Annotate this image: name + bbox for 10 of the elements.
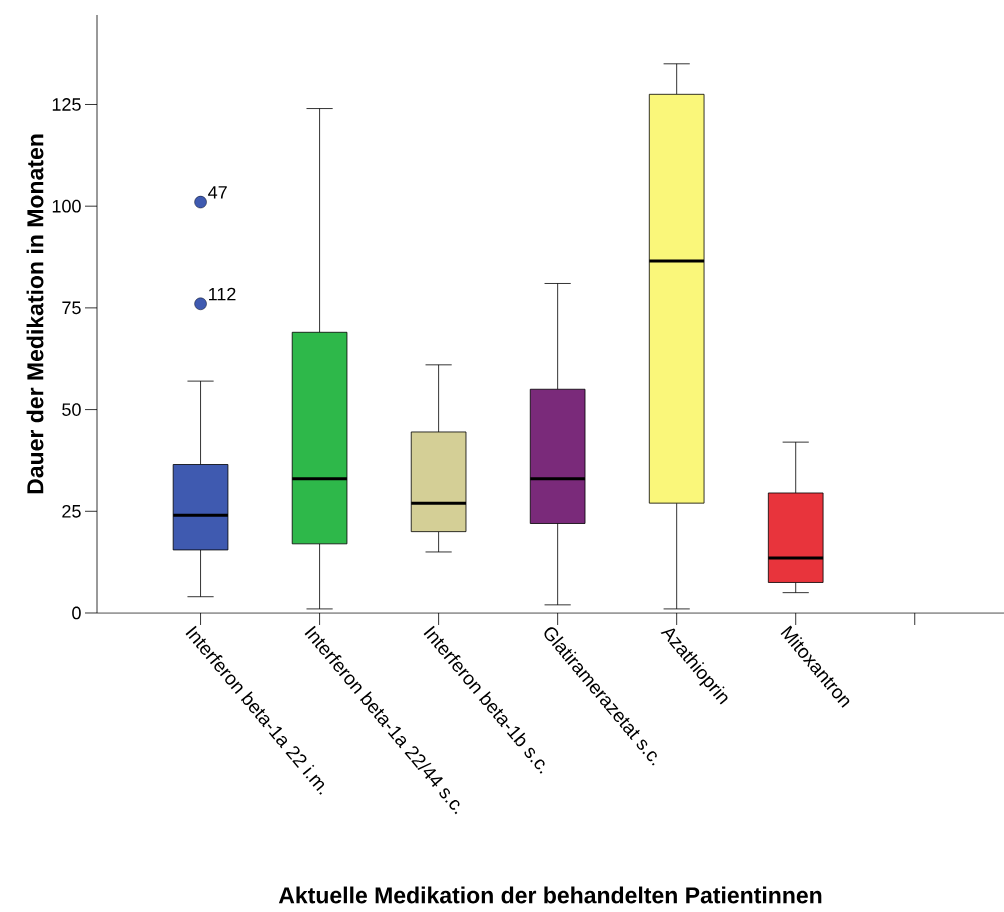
x-axis-title: Aktuelle Medikation der behandelten Patientinnen bbox=[278, 886, 822, 904]
y-tick-label: 75 bbox=[62, 301, 81, 315]
annotation: 112 bbox=[209, 287, 236, 301]
y-tick-label: 100 bbox=[52, 199, 81, 213]
y-tick-label: 0 bbox=[72, 606, 81, 620]
y-axis-title: Dauer der Medikation in Monaten bbox=[26, 134, 44, 494]
annotation: 47 bbox=[208, 186, 227, 199]
y-tick-label: 25 bbox=[62, 504, 81, 518]
y-tick-label: 50 bbox=[62, 403, 81, 416]
y-tick-label: 125 bbox=[52, 98, 81, 111]
